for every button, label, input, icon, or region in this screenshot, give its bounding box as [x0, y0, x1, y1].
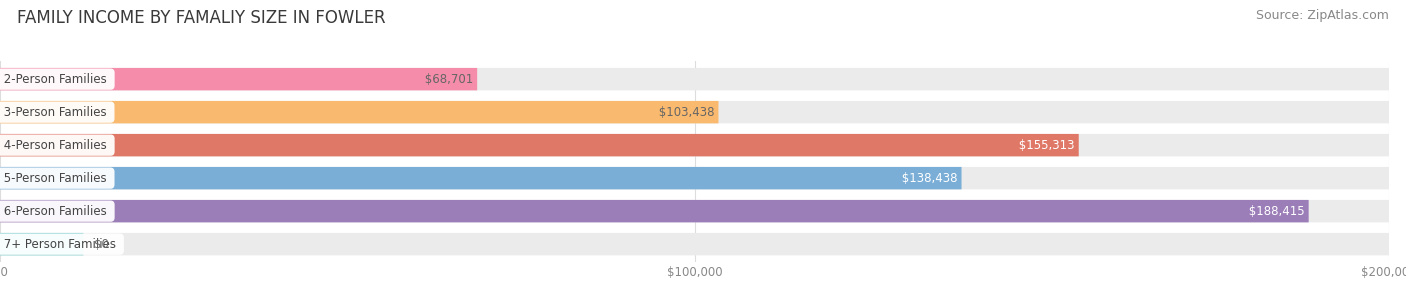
Text: $155,313: $155,313 [1015, 139, 1078, 152]
Text: 3-Person Families: 3-Person Families [0, 106, 111, 119]
FancyBboxPatch shape [0, 167, 962, 189]
Text: 5-Person Families: 5-Person Families [0, 172, 111, 185]
FancyBboxPatch shape [0, 167, 1389, 189]
FancyBboxPatch shape [0, 200, 1309, 222]
FancyBboxPatch shape [0, 101, 718, 123]
Text: 7+ Person Families: 7+ Person Families [0, 238, 120, 251]
FancyBboxPatch shape [0, 101, 1389, 123]
Text: Source: ZipAtlas.com: Source: ZipAtlas.com [1256, 9, 1389, 22]
Text: 2-Person Families: 2-Person Families [0, 73, 111, 86]
Text: FAMILY INCOME BY FAMALIY SIZE IN FOWLER: FAMILY INCOME BY FAMALIY SIZE IN FOWLER [17, 9, 385, 27]
Text: $0: $0 [94, 238, 110, 251]
Text: $103,438: $103,438 [655, 106, 718, 119]
Text: 4-Person Families: 4-Person Families [0, 139, 111, 152]
FancyBboxPatch shape [0, 68, 1389, 90]
Text: 6-Person Families: 6-Person Families [0, 205, 111, 218]
FancyBboxPatch shape [0, 200, 1389, 222]
FancyBboxPatch shape [0, 233, 1389, 255]
FancyBboxPatch shape [0, 134, 1389, 156]
FancyBboxPatch shape [0, 68, 477, 90]
FancyBboxPatch shape [0, 134, 1078, 156]
FancyBboxPatch shape [0, 233, 83, 255]
Text: $68,701: $68,701 [422, 73, 477, 86]
Text: $138,438: $138,438 [898, 172, 962, 185]
Text: $188,415: $188,415 [1246, 205, 1309, 218]
